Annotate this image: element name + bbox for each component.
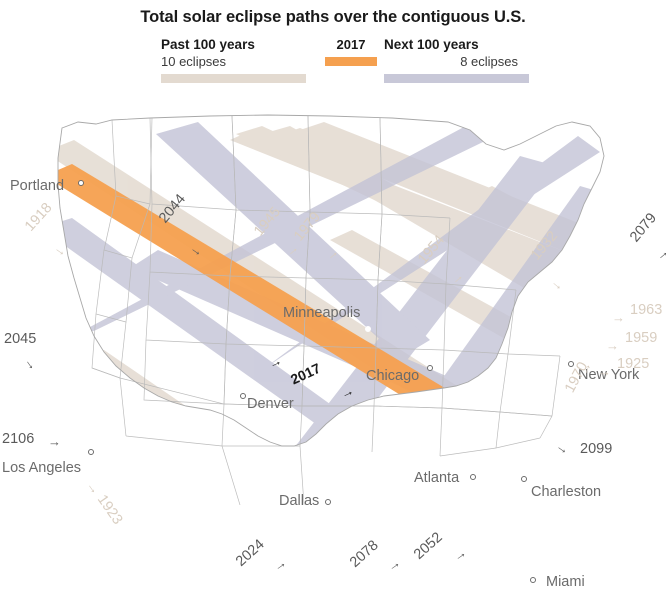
arrow-icon: →	[384, 554, 404, 575]
legend-next-sub: 8 eclipses	[460, 54, 518, 69]
eclipse-2017-band	[58, 164, 538, 446]
legend: Past 100 years 10 eclipses 2017 Next 100…	[0, 36, 666, 98]
legend-past-sub: 10 eclipses	[161, 54, 227, 69]
infographic-root: Total solar eclipse paths over the conti…	[0, 8, 666, 590]
legend-2017-swatch	[325, 57, 377, 66]
arrow-icon: →	[450, 544, 470, 565]
eclipse-year-label-2024: 2024	[233, 536, 268, 570]
city-dot-charleston	[521, 476, 527, 482]
us-outline	[57, 114, 605, 447]
city-dot-los-angeles	[88, 449, 94, 455]
eclipse-path-map: Portland Los Angeles Minneapolis Chicago Den…	[0, 100, 666, 590]
arrow-icon: →	[270, 554, 290, 575]
city-dot-minneapolis	[365, 326, 371, 332]
city-dot-atlanta	[470, 474, 476, 480]
city-dot-dallas	[325, 499, 331, 505]
city-dot-denver	[240, 393, 246, 399]
legend-item-2017: 2017	[296, 36, 406, 66]
legend-next-swatch	[384, 74, 529, 83]
eclipse-year-label-2078: 2078	[347, 537, 382, 571]
legend-item-next: Next 100 years 8 eclipses	[376, 36, 566, 83]
city-dot-miami	[530, 577, 536, 583]
state-borders	[91, 115, 561, 505]
city-dot-chicago	[427, 365, 433, 371]
eclipse-year-label-2052: 2052	[411, 529, 446, 563]
legend-2017-sub: 2017	[336, 37, 366, 52]
legend-item-past: Past 100 years 10 eclipses	[133, 36, 323, 83]
city-dot-new-york	[568, 361, 574, 367]
legend-past-heading: Past 100 years	[161, 37, 255, 52]
map-land	[58, 115, 604, 446]
city-label-miami: Miami	[546, 574, 585, 590]
legend-past-swatch	[161, 74, 306, 83]
map-svg	[57, 114, 605, 505]
page-title: Total solar eclipse paths over the conti…	[140, 8, 526, 26]
city-dot-portland	[78, 180, 84, 186]
legend-next-heading: Next 100 years	[384, 37, 479, 52]
